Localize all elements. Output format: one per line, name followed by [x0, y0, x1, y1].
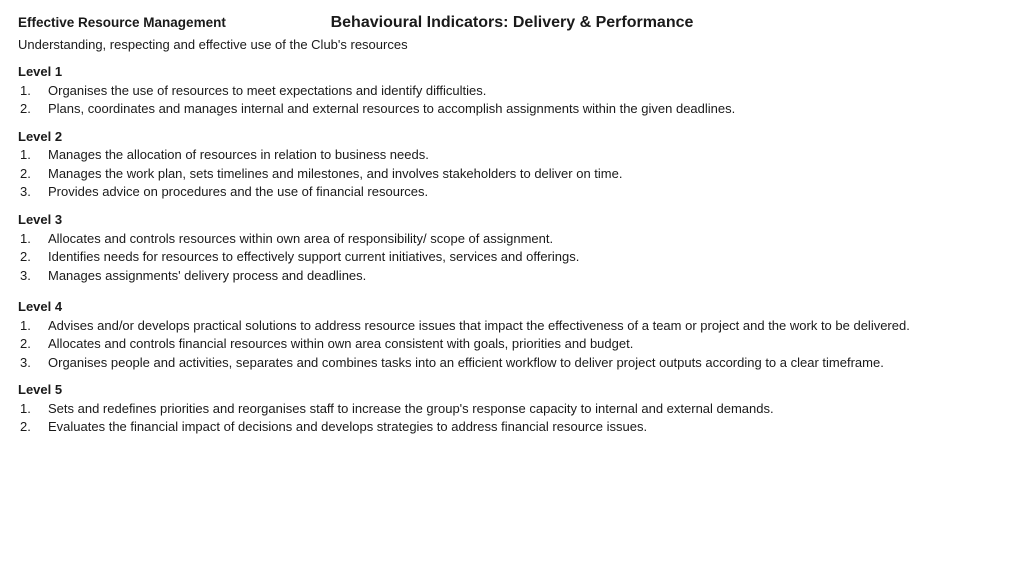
level-list: Advises and/or develops practical soluti… [18, 317, 1006, 372]
list-item: Manages the work plan, sets timelines an… [18, 165, 1006, 183]
level-title: Level 2 [18, 128, 1006, 146]
level-block: Level 4 Advises and/or develops practica… [18, 298, 1006, 371]
level-title: Level 5 [18, 381, 1006, 399]
list-item: Advises and/or develops practical soluti… [18, 317, 1006, 335]
level-block: Level 5 Sets and redefines priorities an… [18, 381, 1006, 436]
list-item: Sets and redefines priorities and reorga… [18, 400, 1006, 418]
level-list: Manages the allocation of resources in r… [18, 146, 1006, 201]
level-title: Level 1 [18, 63, 1006, 81]
list-item: Manages the allocation of resources in r… [18, 146, 1006, 164]
section-description: Understanding, respecting and effective … [18, 36, 1006, 54]
list-item: Provides advice on procedures and the us… [18, 183, 1006, 201]
level-block: Level 1 Organises the use of resources t… [18, 63, 1006, 118]
level-title: Level 3 [18, 211, 1006, 229]
level-list: Organises the use of resources to meet e… [18, 82, 1006, 118]
level-title: Level 4 [18, 298, 1006, 316]
list-item: Allocates and controls resources within … [18, 230, 1006, 248]
list-item: Organises the use of resources to meet e… [18, 82, 1006, 100]
list-item: Manages assignments' delivery process an… [18, 267, 1006, 285]
list-item: Allocates and controls financial resourc… [18, 335, 1006, 353]
list-item: Evaluates the financial impact of decisi… [18, 418, 1006, 436]
section-heading: Effective Resource Management [18, 14, 226, 32]
list-item: Plans, coordinates and manages internal … [18, 100, 1006, 118]
level-block: Level 2 Manages the allocation of resour… [18, 128, 1006, 201]
list-item: Identifies needs for resources to effect… [18, 248, 1006, 266]
level-list: Allocates and controls resources within … [18, 230, 1006, 285]
level-list: Sets and redefines priorities and reorga… [18, 400, 1006, 436]
list-item: Organises people and activities, separat… [18, 354, 1006, 372]
level-block: Level 3 Allocates and controls resources… [18, 211, 1006, 284]
